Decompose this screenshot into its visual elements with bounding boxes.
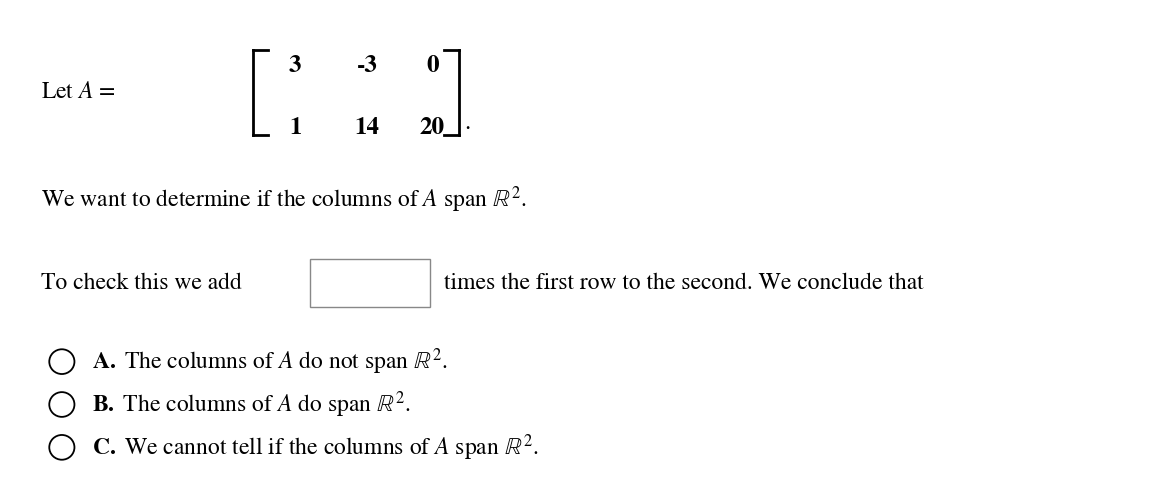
Text: To check this we add: To check this we add bbox=[42, 272, 242, 294]
Text: $\mathbf{B.}$ The columns of $\mathit{A}$ do span $\mathbb{R}^2$.: $\mathbf{B.}$ The columns of $\mathit{A}… bbox=[91, 389, 410, 420]
Text: $\mathbf{C.}$ We cannot tell if the columns of $\mathit{A}$ span $\mathbb{R}^2$.: $\mathbf{C.}$ We cannot tell if the colu… bbox=[91, 432, 538, 463]
Text: 1: 1 bbox=[290, 117, 301, 139]
Text: $\mathbf{A.}$ The columns of $\mathit{A}$ do not span $\mathbb{R}^2$.: $\mathbf{A.}$ The columns of $\mathit{A}… bbox=[91, 346, 448, 377]
Text: 14: 14 bbox=[354, 117, 380, 139]
Text: 3: 3 bbox=[290, 55, 301, 77]
Text: 0: 0 bbox=[426, 55, 439, 77]
Text: Let $\mathit{A}$ =: Let $\mathit{A}$ = bbox=[42, 82, 116, 103]
Text: .: . bbox=[464, 112, 471, 136]
FancyBboxPatch shape bbox=[310, 259, 431, 307]
Text: -3: -3 bbox=[357, 55, 378, 77]
Text: times the first row to the second. We conclude that: times the first row to the second. We co… bbox=[444, 272, 924, 294]
Text: 20: 20 bbox=[420, 117, 445, 139]
Text: We want to determine if the columns of $\mathit{A}$ span $\mathbb{R}^2$.: We want to determine if the columns of $… bbox=[42, 184, 527, 215]
